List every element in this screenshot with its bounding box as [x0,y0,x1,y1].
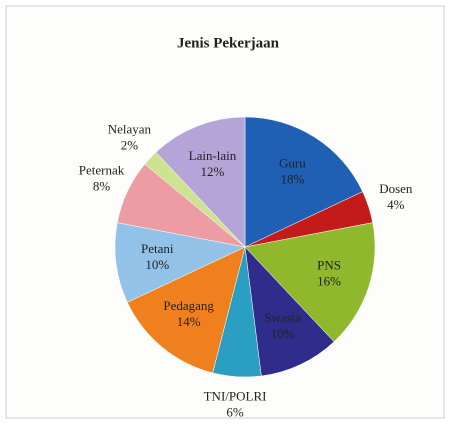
slice-value-label: 2% [121,137,139,152]
pie-slice [244,246,335,377]
slice-value-label: 10% [145,257,169,272]
chart-title: Jenis Pekerjaan [177,35,280,51]
slice-label: Guru [279,155,306,170]
slice-value-label: 14% [177,314,201,329]
slice-label: TNI/POLRI [204,388,267,403]
slice-label: Dosen [379,181,413,196]
slice-label: Nelayan [108,121,152,136]
slice-label: Pedagang [163,298,214,313]
slice-label: Lain-lain [189,148,237,163]
slice-value-label: 12% [201,164,225,179]
pie-slice [244,222,376,343]
pie-slice [127,246,246,374]
slice-label: Swasta [264,310,301,325]
slice-label: Petani [141,241,174,256]
pie-slice [244,116,363,248]
pie-slice [155,116,246,248]
slice-value-label: 18% [280,171,304,186]
slice-label: PNS [317,257,341,272]
slice-label: Peternak [79,162,125,177]
pie-slice [114,222,246,303]
slice-value-label: 6% [226,404,244,419]
slice-value-label: 16% [317,273,341,288]
slice-value-label: 4% [387,197,405,212]
slice-value-label: 8% [93,178,111,193]
slice-value-label: 10% [271,326,295,341]
